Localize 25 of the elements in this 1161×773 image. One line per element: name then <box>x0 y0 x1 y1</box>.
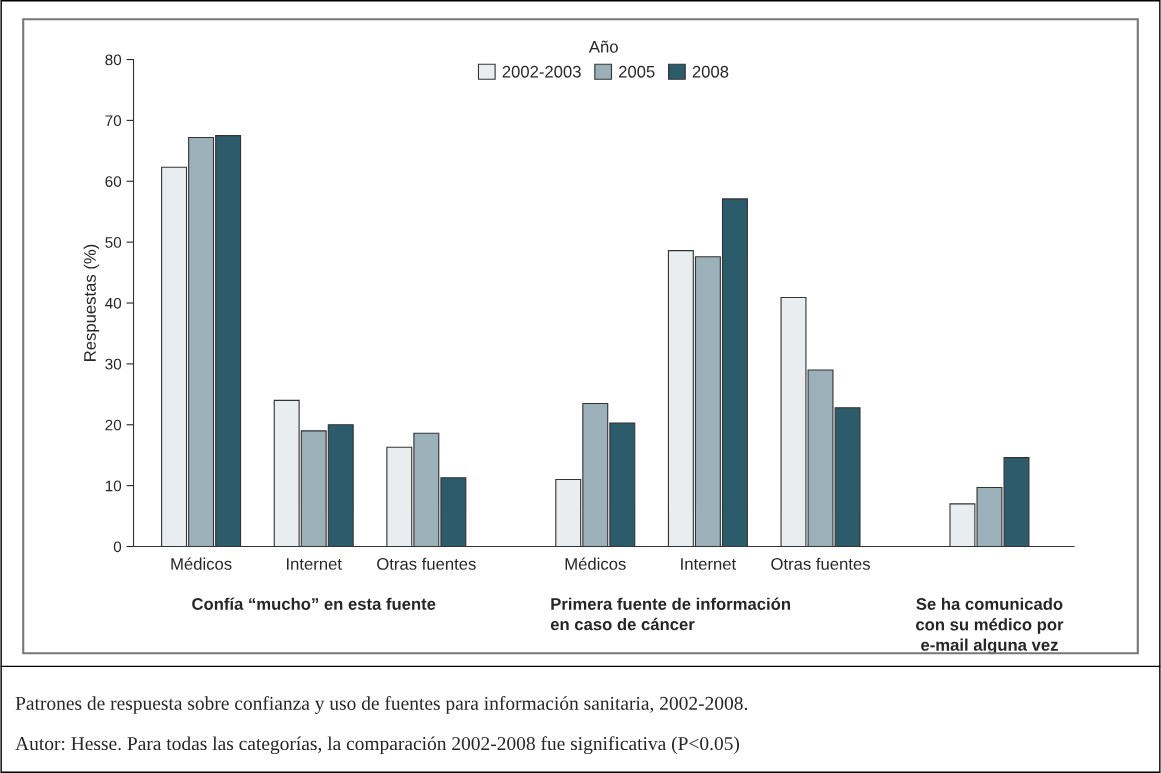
y-tick-label: 30 <box>105 358 122 370</box>
legend-label: 2002-2003 <box>502 65 581 78</box>
text: Autor: Hesse. Para todas las categorías, la comparación 2002-2008 fue significativa (P<0.05) <box>15 736 740 755</box>
x-tick-label: Médicos <box>565 557 626 570</box>
text: Se ha comunicado con su médico por e-mail alguna vez <box>916 597 1064 655</box>
y-tick-label: 20 <box>105 419 122 431</box>
x-tick-label: Internet <box>287 558 342 570</box>
y-tick-label: 80 <box>105 54 122 66</box>
x-tick-label: Otras fuentes <box>377 557 476 570</box>
x-tick-label: Médicos <box>171 557 232 570</box>
text: Patrones de respuesta sobre confianza y uso de fuentes para información sanitaria, 2002-2008. <box>15 696 748 714</box>
y-tick-label: 70 <box>105 115 122 127</box>
x-tick-label: Internet <box>681 558 737 570</box>
text: Primera fuente de información en caso de cáncer <box>550 597 790 631</box>
x-tick-label: Otras fuentes <box>771 557 870 570</box>
legend-label: 2008 <box>692 65 729 78</box>
y-tick-label: 10 <box>105 480 122 492</box>
legend-label: 2005 <box>619 65 655 78</box>
y-tick-label: 50 <box>105 237 122 248</box>
y-tick-label: 0 <box>113 541 122 553</box>
y-tick-label: 40 <box>105 297 122 309</box>
text: Confía “mucho” en esta fuente <box>192 597 436 610</box>
y-axis-title: Respuestas (%) <box>83 244 100 361</box>
legend-title: Año <box>588 40 618 53</box>
y-tick-label: 60 <box>105 176 122 187</box>
